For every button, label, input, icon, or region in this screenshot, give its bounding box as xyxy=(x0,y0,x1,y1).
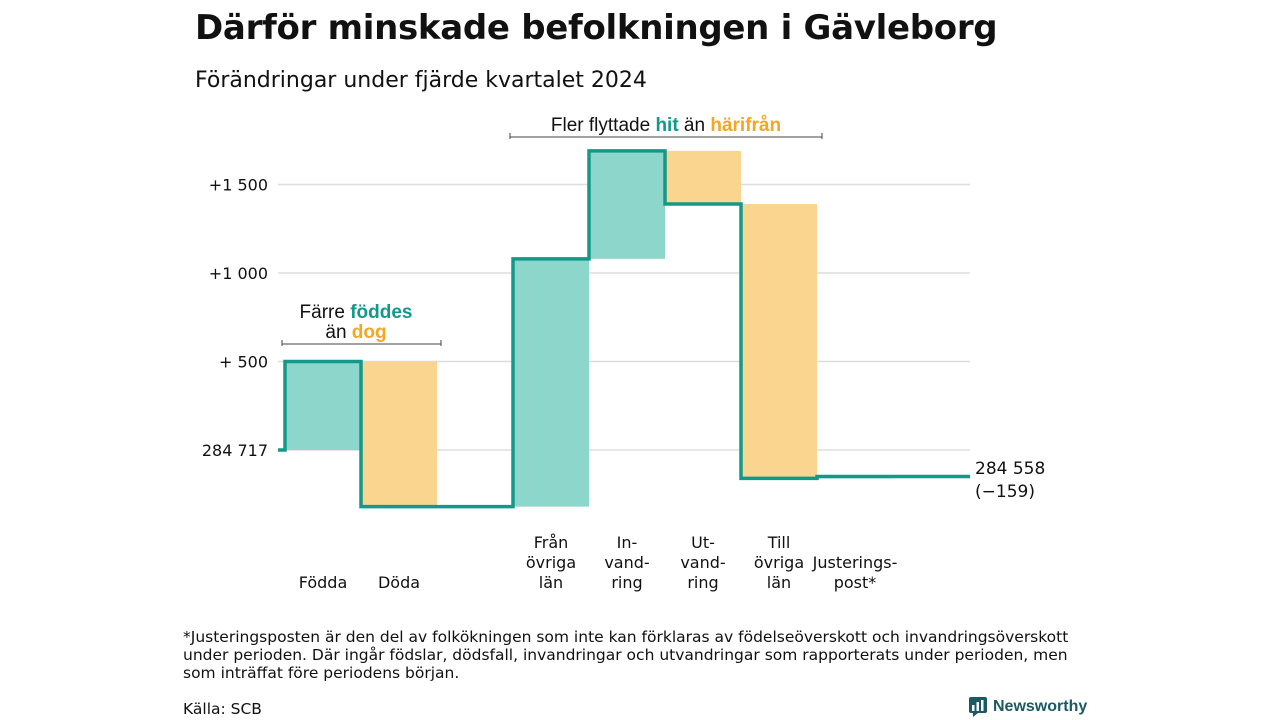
chart-title: Därför minskade befolkningen i Gävleborg xyxy=(195,8,998,48)
annotation-bracket xyxy=(281,340,442,346)
y-tick-label: +1 500 xyxy=(209,176,268,195)
category-label: övriga xyxy=(754,553,804,572)
category-label: Ut- xyxy=(691,533,715,552)
end-change-label: (−159) xyxy=(975,482,1035,502)
bar-outflow xyxy=(361,361,437,507)
newsworthy-logo-icon xyxy=(969,697,987,717)
category-label: Justerings- xyxy=(812,553,898,572)
annotation-births-deaths-line2: än dog xyxy=(325,322,386,343)
annotation-bracket xyxy=(509,133,823,139)
bar-outflow xyxy=(741,203,817,479)
start-value-label: 284 717 xyxy=(202,441,268,460)
category-label: övriga xyxy=(526,553,576,572)
y-tick-label: +1 000 xyxy=(209,264,268,283)
brand-name: Newsworthy xyxy=(993,698,1088,715)
category-label: län xyxy=(767,573,791,592)
category-label: ring xyxy=(687,573,718,592)
bar-inflow xyxy=(285,361,361,450)
footnote: *Justeringsposten är den del av folkökni… xyxy=(183,628,1069,682)
brand-logo[interactable]: Newsworthy xyxy=(969,695,1087,719)
category-label: vand- xyxy=(680,553,725,572)
annotation-births-deaths-line1: Färre föddes xyxy=(300,302,413,323)
category-label: vand- xyxy=(604,553,649,572)
chart-subtitle: Förändringar under fjärde kvartalet 2024 xyxy=(195,68,647,93)
source-note: Källa: SCB xyxy=(183,700,262,718)
category-label: Från xyxy=(534,533,569,552)
end-value-label: 284 558 xyxy=(975,459,1045,479)
category-label: ring xyxy=(611,573,642,592)
category-label: län xyxy=(539,573,563,592)
bar-outflow xyxy=(665,150,741,204)
category-label: In- xyxy=(617,533,638,552)
annotation-migration: Fler flyttade hit än härifrån xyxy=(551,115,781,136)
category-label: post* xyxy=(834,573,877,592)
y-tick-label: + 500 xyxy=(219,353,268,372)
category-label: Födda xyxy=(299,573,348,592)
cumulative-step-line xyxy=(278,149,970,509)
category-label: Döda xyxy=(378,573,420,592)
bar-inflow xyxy=(513,258,589,507)
bar-inflow xyxy=(589,150,665,259)
category-label: Till xyxy=(767,533,791,552)
